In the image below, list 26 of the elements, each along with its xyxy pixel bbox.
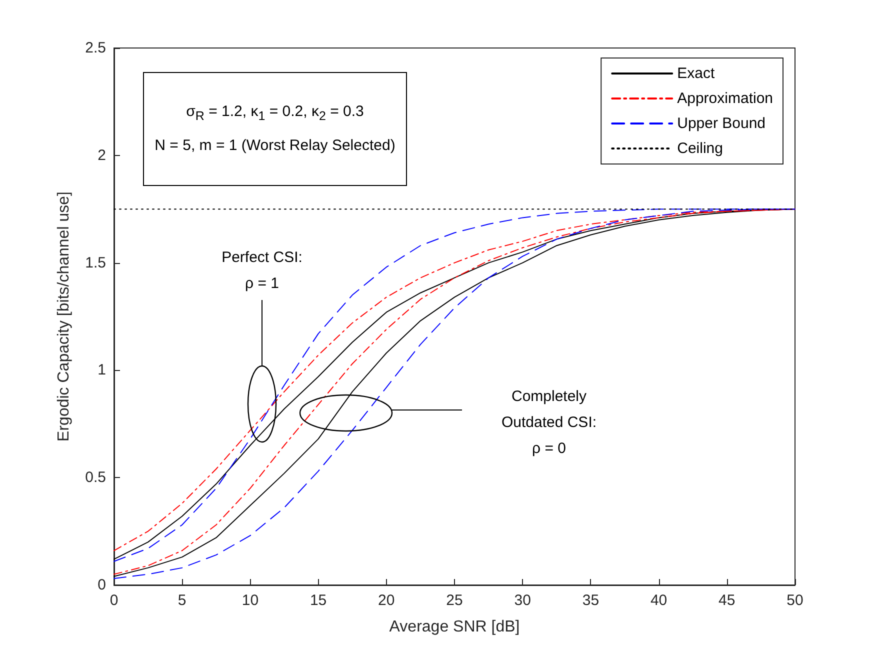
legend-label: Ceiling <box>677 140 723 157</box>
x-tick-label: 40 <box>650 592 668 609</box>
y-tick-label: 0.5 <box>85 469 106 486</box>
legend-label: Exact <box>677 65 716 82</box>
x-tick-label: 15 <box>310 592 327 609</box>
x-tick-label: 45 <box>718 592 736 609</box>
x-tick-label: 20 <box>378 592 395 609</box>
x-tick-label: 10 <box>242 592 259 609</box>
x-tick-label: 50 <box>786 592 804 609</box>
annotation: Perfect CSI: ρ = 1 <box>222 248 302 294</box>
annotation: Completely Outdated CSI: ρ = 0 <box>501 387 597 459</box>
x-tick-label: 5 <box>178 592 186 609</box>
y-axis-title: Ergodic Capacity [bits/channel use] <box>56 192 72 442</box>
legend-label: Approximation <box>677 90 774 107</box>
y-tick-label: 0 <box>98 576 106 594</box>
y-tick-label: 2.5 <box>85 40 106 56</box>
y-tick-label: 1 <box>98 362 106 379</box>
annotation: σ$_{R}$ = 1.2, κ$_{1}$ = 0.2, κ$_{2}$ = 0.3 N = 5, m = 1 (Worst Relay Selected) <box>154 102 396 156</box>
y-tick-label: 2 <box>98 146 106 164</box>
x-tick-label: 0 <box>110 592 118 609</box>
x-axis-title: Average SNR [dB] <box>389 618 520 636</box>
x-tick-label: 35 <box>582 592 600 609</box>
x-tick-label: 30 <box>514 592 531 609</box>
y-tick-label: 1.5 <box>85 254 106 272</box>
legend-label: Upper Bound <box>677 115 766 132</box>
x-tick-label: 25 <box>446 592 463 609</box>
